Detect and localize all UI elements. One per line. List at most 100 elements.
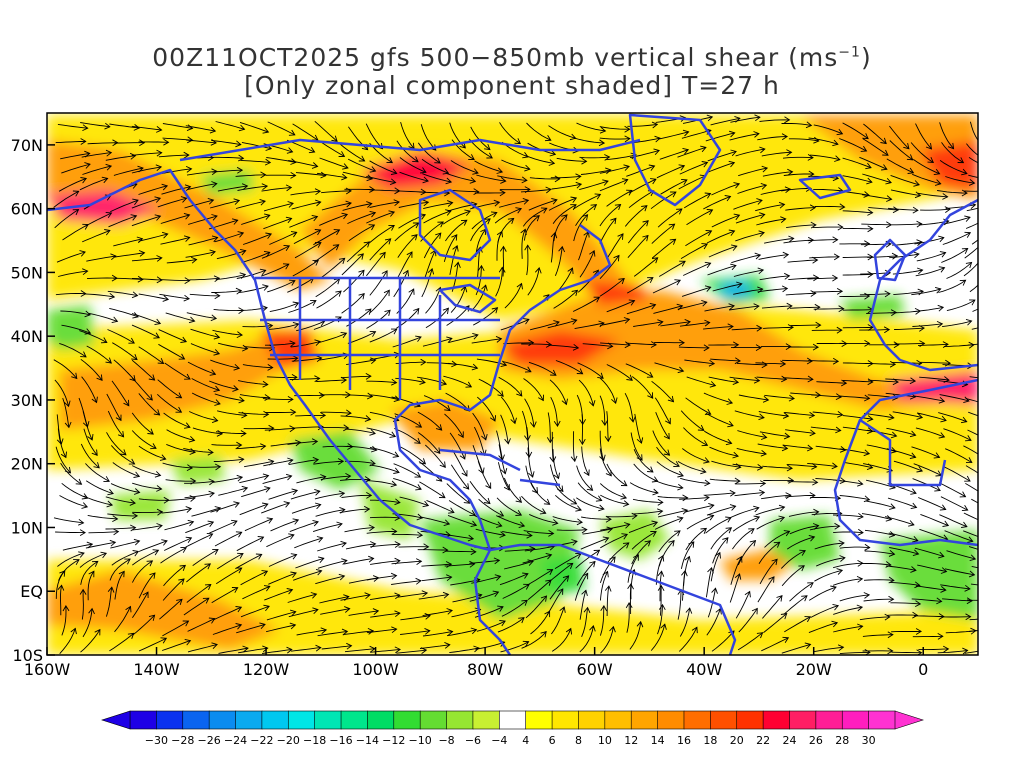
streamline-arrow: [527, 559, 534, 566]
streamline-arrow: [809, 429, 816, 437]
streamline: [735, 591, 751, 619]
streamline: [889, 581, 920, 586]
streamline: [842, 309, 873, 311]
x-tick-label: 60W: [577, 660, 613, 679]
streamline-arrow: [965, 435, 972, 442]
streamline-arrow: [518, 617, 525, 624]
streamline-arrow: [909, 452, 917, 459]
streamline: [162, 578, 185, 601]
streamline-arrow: [332, 244, 340, 251]
streamline: [447, 514, 477, 526]
streamline: [530, 611, 550, 635]
streamline: [497, 617, 525, 633]
streamline: [781, 643, 811, 654]
streamline: [679, 322, 710, 327]
streamline: [942, 598, 973, 602]
colorbar-swatch: [710, 710, 738, 730]
streamline: [839, 594, 870, 602]
streamline: [417, 432, 441, 454]
streamline-arrow: [213, 349, 221, 356]
streamline: [526, 245, 529, 276]
streamline-arrow: [91, 560, 99, 567]
streamline-arrow: [180, 336, 188, 343]
streamline-arrow: [621, 178, 629, 185]
streamline: [971, 498, 978, 504]
streamline: [964, 246, 978, 259]
streamline: [970, 583, 978, 586]
streamline-arrow: [345, 409, 352, 417]
streamline-arrow: [521, 599, 528, 606]
streamline-arrow: [236, 441, 243, 449]
streamline: [189, 277, 220, 281]
streamline: [941, 142, 964, 163]
streamline: [578, 231, 589, 261]
streamline: [782, 444, 813, 450]
streamline-arrow: [684, 555, 691, 563]
streamline: [241, 141, 272, 150]
streamline: [887, 207, 918, 211]
streamline: [420, 124, 437, 151]
streamline-arrow: [237, 552, 244, 559]
streamline-arrow: [257, 536, 265, 543]
streamline-arrow: [337, 458, 345, 465]
streamline-arrow: [320, 171, 327, 179]
streamline-arrow: [457, 431, 464, 439]
streamline-arrow: [684, 318, 691, 326]
streamline: [915, 267, 945, 277]
streamline: [732, 463, 763, 469]
streamline: [651, 380, 674, 403]
colorbar-swatch: [736, 710, 764, 730]
streamline-arrow: [340, 376, 348, 384]
streamline-arrow: [440, 379, 448, 386]
streamline: [572, 431, 576, 462]
streamline: [288, 159, 318, 167]
streamline-arrow: [112, 528, 120, 536]
streamline-arrow: [263, 585, 271, 592]
streamline: [476, 620, 506, 632]
streamline-arrow: [156, 523, 163, 530]
streamline-arrow: [176, 598, 183, 606]
streamline: [502, 584, 530, 599]
streamline-arrow: [725, 527, 733, 534]
streamline-arrow: [831, 462, 838, 470]
streamline-arrow: [993, 625, 999, 631]
streamline-arrow: [837, 644, 845, 652]
streamline: [731, 254, 761, 264]
streamline: [832, 562, 863, 569]
streamline-arrow: [241, 485, 249, 493]
colorbar-swatch: [472, 710, 500, 730]
streamline: [729, 133, 759, 141]
streamline-arrow: [416, 531, 424, 539]
streamline: [320, 608, 350, 615]
streamline: [730, 556, 743, 585]
streamline-arrow: [308, 146, 316, 154]
streamline-arrow: [287, 396, 294, 403]
streamline-arrow: [886, 221, 893, 229]
streamline: [839, 495, 870, 501]
y-tick-label: 10S: [12, 646, 43, 665]
streamline-arrow: [966, 536, 974, 543]
streamline: [599, 165, 630, 174]
streamline-arrow: [778, 201, 786, 209]
streamline: [190, 466, 221, 468]
streamline-arrow: [857, 528, 864, 536]
streamline-arrow: [79, 529, 86, 536]
streamline-arrow: [934, 179, 942, 186]
streamline-arrow: [286, 646, 293, 654]
streamline-arrow: [857, 623, 864, 631]
streamline: [53, 517, 84, 524]
streamline-arrow: [593, 296, 601, 303]
streamline: [886, 158, 914, 174]
streamline: [445, 219, 468, 242]
streamline-arrow: [749, 539, 757, 547]
streamline-arrow: [522, 572, 529, 579]
streamline-arrow: [980, 255, 986, 261]
streamline-arrow: [285, 216, 293, 224]
streamline-arrow: [833, 253, 840, 261]
streamline-arrow: [915, 628, 922, 635]
streamline-arrow: [187, 519, 195, 527]
streamline: [138, 393, 160, 416]
colorbar-swatch: [340, 710, 369, 730]
streamline-arrow: [259, 198, 266, 206]
